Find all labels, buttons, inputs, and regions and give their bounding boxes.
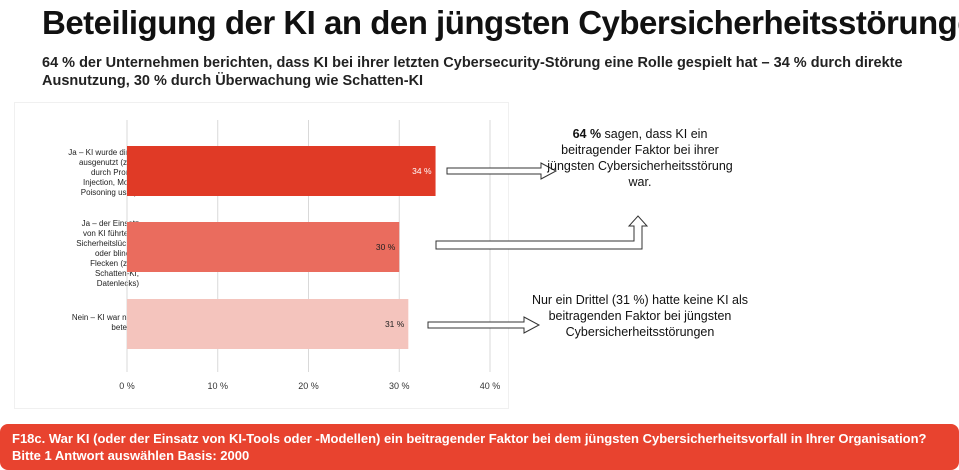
x-tick-label-30: 30 %	[389, 381, 410, 391]
question-text: F18c. War KI (oder der Einsatz von KI-To…	[12, 431, 927, 463]
annotation-contributing-factor: 64 % sagen, dass KI ein beitragender Fak…	[540, 126, 740, 190]
x-tick-label-10: 10 %	[207, 381, 228, 391]
bar-1	[127, 222, 400, 272]
bar-value-label-2: 31 %	[385, 319, 405, 329]
arrow-right-bottom	[427, 316, 541, 334]
bar-chart: 0 % 10 % 20 % 30 % 40 % 34 % 30 % 31 %	[119, 120, 649, 391]
bar-value-label-1: 30 %	[376, 242, 396, 252]
question-footer: F18c. War KI (oder der Einsatz von KI-To…	[0, 424, 959, 470]
page-title: Beteiligung der KI an den jüngsten Cyber…	[42, 4, 959, 41]
page-subtitle: 64 % der Unternehmen berichten, dass KI …	[42, 55, 903, 89]
annotation-text: sagen, dass KI ein beitragender Faktor b…	[547, 127, 733, 189]
arrow-right-top	[446, 162, 558, 180]
x-tick-label-20: 20 %	[298, 381, 319, 391]
arrow-elbow-up	[435, 215, 649, 250]
category-label-security-gaps: Ja – der Einsatz von KI führte zu Sicher…	[76, 219, 139, 288]
annotation-no-ai: Nur ein Drittel (31 %) hatte keine KI al…	[531, 293, 749, 339]
bar-value-label-0: 34 %	[412, 166, 432, 176]
category-label-direct-exploit: Ja – KI wurde direkt ausgenutzt (z. B. d…	[68, 148, 139, 197]
annotation-highlight: 64 %	[572, 127, 602, 141]
bar-0	[127, 146, 436, 196]
bar-2	[127, 299, 409, 349]
x-tick-label-40: 40 %	[480, 381, 501, 391]
x-tick-label-0: 0 %	[119, 381, 135, 391]
category-label-not-involved: Nein – KI war nicht beteiligt	[71, 313, 139, 332]
